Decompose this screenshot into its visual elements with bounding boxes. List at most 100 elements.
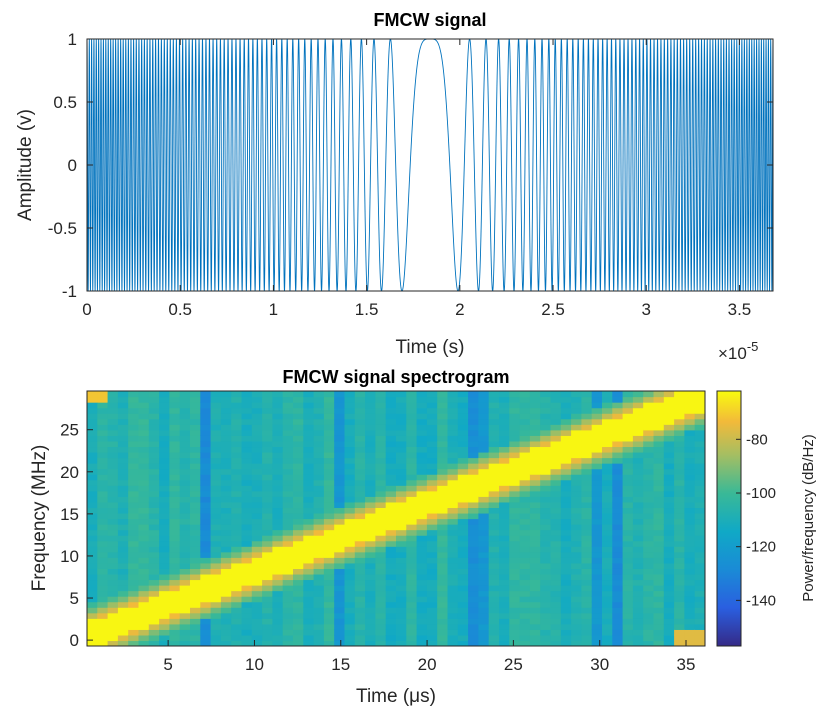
spectrogram-cell: [509, 629, 521, 636]
spectrogram-cell: [396, 451, 407, 459]
spectrogram-cell: [344, 490, 356, 497]
spectrogram-cell: [282, 451, 294, 459]
spectrogram-cell: [674, 468, 685, 475]
spectrogram-cell: [509, 590, 521, 597]
spectrogram-cell: [262, 562, 273, 569]
spectrogram-cell: [87, 596, 98, 603]
spectrogram-cell: [344, 562, 356, 569]
spectrogram-cell: [231, 446, 243, 453]
spectrogram-cell: [97, 623, 109, 630]
spectrogram-cell: [622, 596, 634, 603]
spectrogram-cell: [293, 601, 304, 608]
spectrogram-cell: [519, 474, 531, 481]
spectrogram-cell: [97, 512, 109, 520]
spectrogram-cell: [148, 413, 160, 420]
spectrogram-cell: [540, 629, 552, 636]
spectrogram-cell: [241, 479, 253, 486]
spectrogram-cell: [375, 512, 387, 520]
spectrogram-cell: [220, 640, 232, 646]
spectrogram-cell: [396, 546, 407, 553]
spectrogram-cell: [241, 446, 253, 453]
spectrogram-cell: [354, 518, 366, 525]
spectrogram-cell: [488, 629, 500, 636]
spectrogram-cell: [365, 501, 376, 509]
spectrogram-cell: [426, 640, 438, 646]
spectrogram-cell: [313, 402, 325, 409]
spectrogram-cell: [591, 507, 603, 514]
spectrogram-cell: [406, 407, 418, 414]
spectrogram-cell: [519, 557, 531, 564]
spectrogram-cell: [529, 640, 541, 646]
spectrogram-cell: [220, 529, 232, 536]
spectrogram-cell: [488, 607, 500, 614]
spectrogram-cell: [684, 585, 696, 592]
spectrogram-cell: [694, 446, 705, 453]
spectrogram-cell: [447, 446, 459, 453]
spectrogram-cell: [200, 446, 212, 453]
spectrogram-cell: [540, 407, 552, 414]
spectrogram-cell: [128, 640, 140, 646]
spectrogram-cell: [406, 601, 418, 608]
spectrogram-cell: [396, 535, 407, 542]
spectrogram-cell: [540, 402, 552, 409]
spectrogram-cell: [303, 585, 315, 592]
spectrogram-cell: [251, 607, 263, 614]
spectrogram-cell: [622, 457, 634, 464]
spectrogram-cell: [509, 501, 521, 509]
spectrogram-cell: [457, 429, 469, 436]
spectrogram-cell: [478, 402, 490, 409]
spectrogram-cell: [282, 551, 294, 558]
spectrogram-cell: [663, 424, 675, 431]
spectrogram-cell: [457, 391, 469, 398]
spectrogram-cell: [509, 490, 521, 497]
spectrogram-cell: [529, 585, 541, 592]
spectrogram-cell: [519, 585, 531, 592]
spectrogram-cell: [323, 485, 335, 492]
spectrogram-cell: [653, 551, 665, 558]
spectrogram-cell: [519, 435, 531, 442]
spectrogram-cell: [550, 402, 562, 409]
spectrogram-cell: [334, 407, 346, 414]
spectrogram-cell: [334, 474, 346, 481]
spectrogram-cell: [560, 402, 572, 409]
spectrogram-cell: [190, 546, 201, 553]
spectrogram-cell: [262, 601, 273, 608]
spectrogram-cell: [344, 424, 356, 431]
spectrogram-cell: [468, 479, 479, 486]
spectrogram-ytick-label: 20: [60, 463, 79, 482]
spectrogram-xlabel: Time (μs): [356, 686, 436, 707]
spectrogram-cell: [293, 435, 304, 442]
spectrogram-cell: [231, 468, 243, 475]
spectrogram-cell: [169, 440, 181, 448]
spectrogram-cell: [396, 418, 407, 425]
spectrogram-cell: [663, 568, 675, 575]
spectrogram-cell: [684, 485, 696, 492]
spectrogram-cell: [581, 535, 593, 542]
spectrogram-cell: [591, 485, 603, 492]
spectrogram-cell: [179, 585, 191, 592]
spectrogram-cell: [231, 479, 243, 486]
spectrogram-cell: [385, 479, 397, 486]
spectrogram-ytick-label: 15: [60, 505, 79, 524]
signal-xtick-label: 1.5: [355, 300, 379, 319]
spectrogram-cell: [416, 568, 428, 575]
spectrogram-cell: [457, 424, 469, 431]
spectrogram-cell: [643, 590, 655, 597]
spectrogram-cell: [622, 546, 634, 553]
spectrogram-cell: [128, 612, 140, 619]
spectrogram-cell: [622, 590, 634, 597]
spectrogram-cell: [344, 446, 356, 453]
spectrogram-cell: [375, 424, 387, 431]
spectrogram-cell: [323, 607, 335, 614]
spectrogram-cell: [602, 485, 613, 492]
spectrogram-cell: [375, 623, 387, 630]
spectrogram-cell: [396, 463, 407, 470]
spectrogram-cell: [313, 557, 325, 564]
spectrogram-cell: [612, 413, 624, 420]
spectrogram-cell: [179, 474, 191, 481]
spectrogram-cell: [148, 457, 160, 464]
spectrogram-cell: [159, 551, 170, 558]
spectrogram-cell: [612, 424, 624, 431]
spectrogram-cell: [663, 585, 675, 592]
spectrogram-cell: [509, 535, 521, 542]
